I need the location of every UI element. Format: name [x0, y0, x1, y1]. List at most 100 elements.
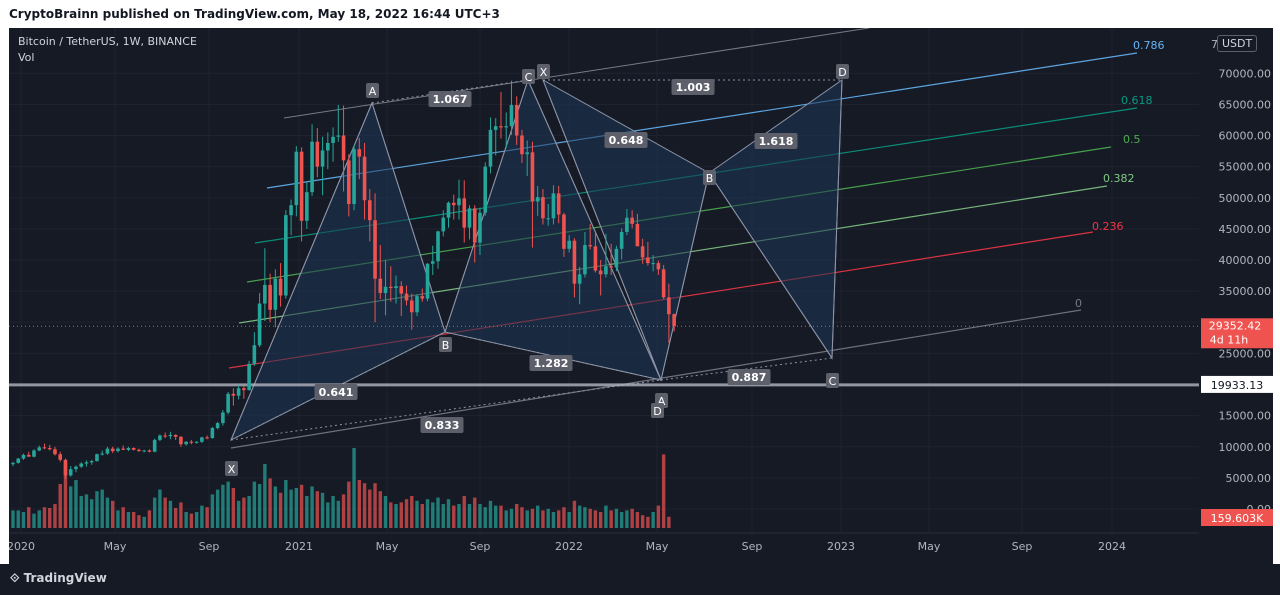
volume-bar — [310, 486, 314, 528]
candle-body — [105, 448, 110, 454]
candle-body — [42, 447, 47, 449]
volume-bar — [399, 502, 403, 528]
price-tick: 40000.00 — [1219, 254, 1272, 267]
volume-last-box — [1201, 509, 1273, 526]
candle-body — [200, 437, 204, 442]
candle-body — [352, 149, 356, 204]
volume-bar — [215, 489, 220, 528]
point-label: A — [658, 395, 666, 408]
volume-bar — [131, 512, 136, 528]
volume-bar — [200, 505, 204, 528]
publisher-bar: CryptoBrainn published on TradingView.co… — [0, 0, 1280, 28]
price-tick: 10000.00 — [1219, 441, 1272, 454]
point-label: B — [442, 339, 450, 352]
volume-bar — [257, 484, 262, 528]
candle-body — [567, 240, 571, 249]
volume-bar — [425, 499, 430, 528]
volume-bar — [473, 497, 477, 528]
volume-bar — [661, 454, 666, 528]
fib-line — [266, 52, 1138, 189]
candle-body — [268, 284, 272, 310]
candle-body — [310, 141, 314, 193]
volume-bar — [483, 507, 487, 528]
volume-bar — [373, 483, 377, 528]
ratio-label: 1.282 — [534, 357, 569, 370]
candle-body — [446, 202, 451, 218]
volume-bar — [598, 512, 603, 528]
vol-label[interactable]: Vol — [18, 51, 35, 64]
volume-bar — [462, 496, 466, 528]
ratio-label: 1.067 — [433, 93, 468, 106]
candle-body — [236, 388, 241, 396]
volume-bar — [530, 508, 535, 528]
candle-body — [89, 461, 94, 463]
time-tick: May — [376, 540, 399, 553]
ratio-label-box — [671, 79, 715, 95]
candle-body — [546, 218, 550, 220]
chart-area[interactable]: 0.786 0.618 0.5 0.382 0.236 0 X A B C X A B C D D 1.067… — [7, 27, 1273, 564]
tradingview-logo[interactable]: ⟐ TradingView — [10, 571, 107, 586]
candles — [11, 80, 676, 479]
volume-bar — [32, 513, 36, 528]
candle-body — [598, 270, 603, 275]
volume-bar — [515, 504, 519, 528]
volume-bar — [90, 499, 94, 528]
candle-body — [142, 450, 146, 452]
candle-body — [667, 297, 671, 315]
volume-bar — [305, 496, 309, 528]
candle-body — [483, 166, 488, 213]
candle-body — [242, 388, 246, 391]
volume-bar — [147, 510, 152, 528]
fib-label: 0.5 — [1123, 133, 1141, 146]
chart-legend[interactable]: Bitcoin / TetherUS, 1W, BINANCE Vol — [18, 34, 197, 66]
volume-bars — [11, 448, 671, 528]
volume-bar — [588, 508, 592, 528]
volume-bar — [53, 504, 57, 528]
volume-bar — [37, 510, 41, 528]
volume-bar — [667, 516, 671, 528]
candle-body — [16, 458, 21, 463]
volume-bar — [556, 510, 561, 528]
time-tick: 2024 — [1098, 540, 1126, 553]
volume-bar — [158, 489, 162, 528]
candle-body — [499, 126, 503, 128]
candle-body — [121, 448, 125, 450]
candle-body — [137, 449, 141, 452]
symbol-label[interactable]: Bitcoin / TetherUS, 1W, BINANCE — [18, 35, 197, 48]
point-label: C — [525, 71, 533, 84]
point-label-box — [522, 69, 535, 84]
candle-body — [520, 135, 524, 155]
volume-bar — [278, 492, 283, 528]
candle-body — [341, 135, 346, 161]
ratio-label: 0.641 — [319, 386, 354, 399]
time-tick: 2020 — [9, 540, 35, 553]
volume-bar — [562, 507, 566, 528]
candle-body — [294, 151, 299, 206]
volume-bar — [614, 508, 619, 528]
volume-bar — [525, 510, 529, 528]
candle-body — [116, 448, 120, 452]
volume-bar — [163, 497, 167, 528]
footer: ⟐ TradingView — [0, 564, 1280, 595]
brand-text: TradingView — [23, 571, 107, 585]
candle-body — [451, 202, 456, 206]
candle-body — [551, 193, 556, 219]
candle-body — [278, 278, 283, 296]
volume-bar — [441, 504, 445, 528]
price-tick: 45000.00 — [1219, 223, 1272, 236]
candle-body — [672, 314, 676, 327]
candle-body — [100, 453, 104, 455]
volume-bar — [173, 508, 178, 528]
ratio-label: 0.833 — [425, 419, 460, 432]
volume-bar — [110, 500, 115, 528]
volume-bar — [168, 500, 173, 528]
volume-bar — [74, 480, 78, 528]
volume-bar — [221, 484, 225, 528]
point-label: D — [653, 405, 661, 418]
volume-bar — [404, 499, 409, 528]
candle-body — [404, 293, 409, 301]
candle-body — [205, 437, 209, 439]
currency-button[interactable]: USDT — [1217, 35, 1258, 52]
volume-bar — [619, 512, 624, 528]
